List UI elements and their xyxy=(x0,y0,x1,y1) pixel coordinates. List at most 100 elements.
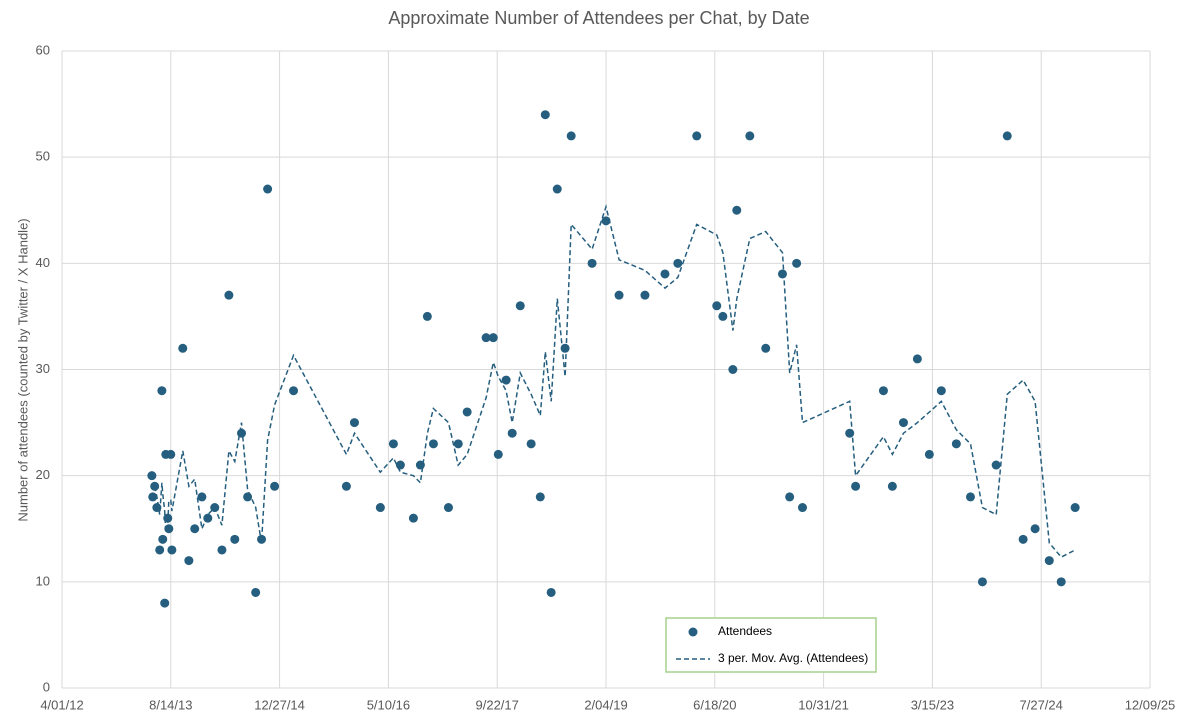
data-point xyxy=(1030,524,1040,534)
legend-label: 3 per. Mov. Avg. (Attendees) xyxy=(718,651,868,665)
data-point xyxy=(148,492,158,502)
y-tick-label: 40 xyxy=(36,255,50,270)
data-point xyxy=(160,598,170,608)
data-point xyxy=(1018,534,1028,544)
data-point xyxy=(243,492,253,502)
data-point xyxy=(936,386,946,396)
x-tick-label: 9/22/17 xyxy=(476,697,519,712)
y-tick-label: 0 xyxy=(43,679,50,694)
data-point xyxy=(507,428,517,438)
data-point xyxy=(158,534,168,544)
data-point xyxy=(965,492,975,502)
data-point xyxy=(147,471,157,481)
data-point xyxy=(203,513,213,523)
data-point xyxy=(535,492,545,502)
data-point xyxy=(349,418,359,428)
data-point xyxy=(552,184,562,194)
data-point xyxy=(395,460,405,470)
x-tick-label: 4/01/12 xyxy=(40,697,83,712)
x-tick-label: 12/27/14 xyxy=(254,697,305,712)
data-point xyxy=(501,375,511,385)
data-point xyxy=(673,258,683,268)
data-point xyxy=(263,184,273,194)
data-point xyxy=(878,386,888,396)
data-point xyxy=(443,503,453,513)
data-point xyxy=(887,481,897,491)
data-point xyxy=(251,587,261,597)
x-tick-label: 6/18/20 xyxy=(693,697,736,712)
data-point xyxy=(660,269,670,279)
data-point xyxy=(526,439,536,449)
data-point xyxy=(924,449,934,459)
data-point xyxy=(540,110,550,120)
data-point xyxy=(453,439,463,449)
x-tick-label: 8/14/13 xyxy=(149,697,192,712)
data-point xyxy=(745,131,755,141)
y-tick-label: 10 xyxy=(36,573,50,588)
legend-label: Attendees xyxy=(718,624,772,638)
data-point xyxy=(184,556,194,566)
data-point xyxy=(428,439,438,449)
data-point xyxy=(166,449,176,459)
data-point xyxy=(1002,131,1012,141)
data-point xyxy=(640,290,650,300)
y-axis-label: Number of attendees (counted by Twitter … xyxy=(15,218,30,521)
data-point xyxy=(797,503,807,513)
data-point xyxy=(792,258,802,268)
data-point xyxy=(712,301,722,311)
data-point xyxy=(1070,503,1080,513)
moving-average-line xyxy=(153,203,1076,559)
data-point xyxy=(912,354,922,364)
chart-title: Approximate Number of Attendees per Chat… xyxy=(388,8,809,28)
x-tick-label: 7/27/24 xyxy=(1020,697,1063,712)
x-tick-label: 12/09/25 xyxy=(1125,697,1176,712)
data-point xyxy=(481,333,491,343)
data-point xyxy=(785,492,795,502)
data-point xyxy=(991,460,1001,470)
legend-marker xyxy=(688,627,698,637)
data-point xyxy=(388,439,398,449)
data-point xyxy=(178,343,188,353)
data-point xyxy=(157,386,167,396)
data-point xyxy=(289,386,299,396)
data-point xyxy=(270,481,280,491)
data-point xyxy=(155,545,165,555)
data-point xyxy=(230,534,240,544)
data-point xyxy=(167,545,177,555)
data-point xyxy=(341,481,351,491)
data-point xyxy=(190,524,200,534)
data-point xyxy=(851,481,861,491)
x-tick-label: 3/15/23 xyxy=(911,697,954,712)
data-point xyxy=(587,258,597,268)
data-point xyxy=(462,407,472,417)
y-tick-label: 20 xyxy=(36,467,50,482)
data-point xyxy=(898,418,908,428)
data-point xyxy=(728,365,738,374)
data-point xyxy=(614,290,624,300)
y-tick-label: 50 xyxy=(36,149,50,164)
data-point xyxy=(718,311,728,321)
data-point xyxy=(493,449,503,459)
data-point xyxy=(515,301,525,311)
x-tick-label: 2/04/19 xyxy=(584,697,627,712)
data-point xyxy=(197,492,207,502)
data-point xyxy=(692,131,702,141)
data-point xyxy=(546,587,556,597)
data-point xyxy=(224,290,234,300)
data-point xyxy=(375,503,385,513)
data-point xyxy=(1044,556,1054,566)
data-point xyxy=(951,439,961,449)
data-point xyxy=(237,428,247,438)
data-point xyxy=(152,503,162,513)
data-point xyxy=(408,513,418,523)
data-point xyxy=(1056,577,1066,587)
data-point xyxy=(761,343,771,353)
data-point xyxy=(566,131,576,141)
data-point xyxy=(777,269,787,279)
data-point xyxy=(732,205,742,215)
data-point xyxy=(150,481,160,491)
data-point xyxy=(422,311,432,321)
x-tick-label: 5/10/16 xyxy=(367,697,410,712)
y-tick-label: 30 xyxy=(36,361,50,376)
